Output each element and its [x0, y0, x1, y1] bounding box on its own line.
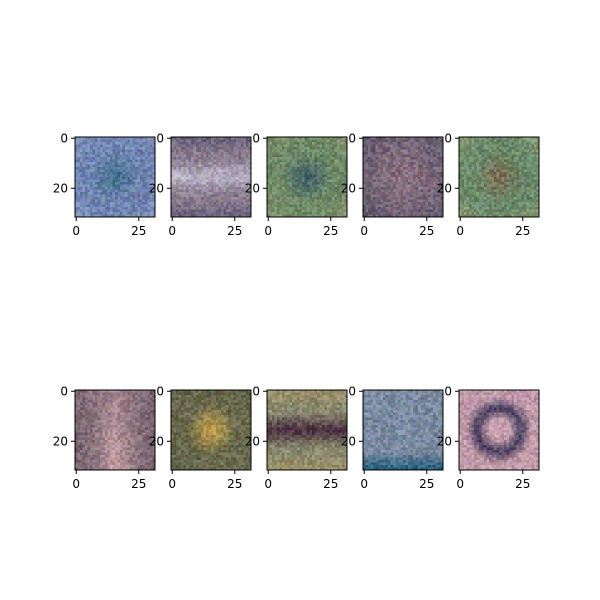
y-tick-label: 20 — [245, 181, 260, 195]
x-tick-label: 0 — [72, 477, 80, 491]
panel-frame — [458, 136, 540, 218]
panel-frame — [458, 389, 540, 471]
x-tick-label: 25 — [131, 224, 146, 238]
y-tick-label: 20 — [437, 434, 452, 448]
y-tick-label: 0 — [156, 131, 164, 145]
x-tick-label: 0 — [264, 477, 272, 491]
panel-frame — [362, 389, 444, 471]
image-panel-2 — [171, 137, 252, 218]
image-panel-6 — [75, 390, 156, 471]
y-tick-label: 0 — [252, 384, 260, 398]
y-tick-label: 20 — [437, 181, 452, 195]
y-tick-label: 20 — [341, 181, 356, 195]
x-tick-label: 25 — [227, 224, 242, 238]
x-tick-label: 0 — [72, 224, 80, 238]
panel-frame — [362, 136, 444, 218]
y-tick-label: 20 — [149, 434, 164, 448]
x-tick-label: 25 — [515, 224, 530, 238]
image-panel-10 — [459, 390, 540, 471]
y-tick-label: 20 — [53, 434, 68, 448]
y-tick-label: 0 — [156, 384, 164, 398]
x-tick-label: 0 — [360, 224, 368, 238]
y-tick-label: 0 — [444, 131, 452, 145]
x-tick-label: 0 — [360, 477, 368, 491]
panel-frame — [170, 136, 252, 218]
x-tick-label: 0 — [456, 477, 464, 491]
y-tick-label: 0 — [444, 384, 452, 398]
x-tick-label: 0 — [168, 224, 176, 238]
image-panel-4 — [363, 137, 444, 218]
panel-frame — [74, 389, 156, 471]
y-tick-label: 20 — [341, 434, 356, 448]
y-tick-label: 0 — [60, 131, 68, 145]
panel-frame — [266, 389, 348, 471]
x-tick-label: 25 — [323, 477, 338, 491]
image-panel-7 — [171, 390, 252, 471]
y-tick-label: 20 — [53, 181, 68, 195]
x-tick-label: 25 — [419, 224, 434, 238]
y-tick-label: 0 — [60, 384, 68, 398]
x-tick-label: 25 — [419, 477, 434, 491]
y-tick-label: 20 — [149, 181, 164, 195]
image-panel-1 — [75, 137, 156, 218]
panel-frame — [266, 136, 348, 218]
image-panel-8 — [267, 390, 348, 471]
panel-frame — [170, 389, 252, 471]
image-panel-9 — [363, 390, 444, 471]
x-tick-label: 25 — [515, 477, 530, 491]
x-tick-label: 0 — [264, 224, 272, 238]
y-tick-label: 0 — [252, 131, 260, 145]
y-tick-label: 0 — [348, 384, 356, 398]
x-tick-label: 25 — [227, 477, 242, 491]
x-tick-label: 0 — [456, 224, 464, 238]
panel-frame — [74, 136, 156, 218]
image-panel-5 — [459, 137, 540, 218]
x-tick-label: 25 — [131, 477, 146, 491]
y-tick-label: 0 — [348, 131, 356, 145]
y-tick-label: 20 — [245, 434, 260, 448]
x-tick-label: 25 — [323, 224, 338, 238]
image-panel-3 — [267, 137, 348, 218]
x-tick-label: 0 — [168, 477, 176, 491]
